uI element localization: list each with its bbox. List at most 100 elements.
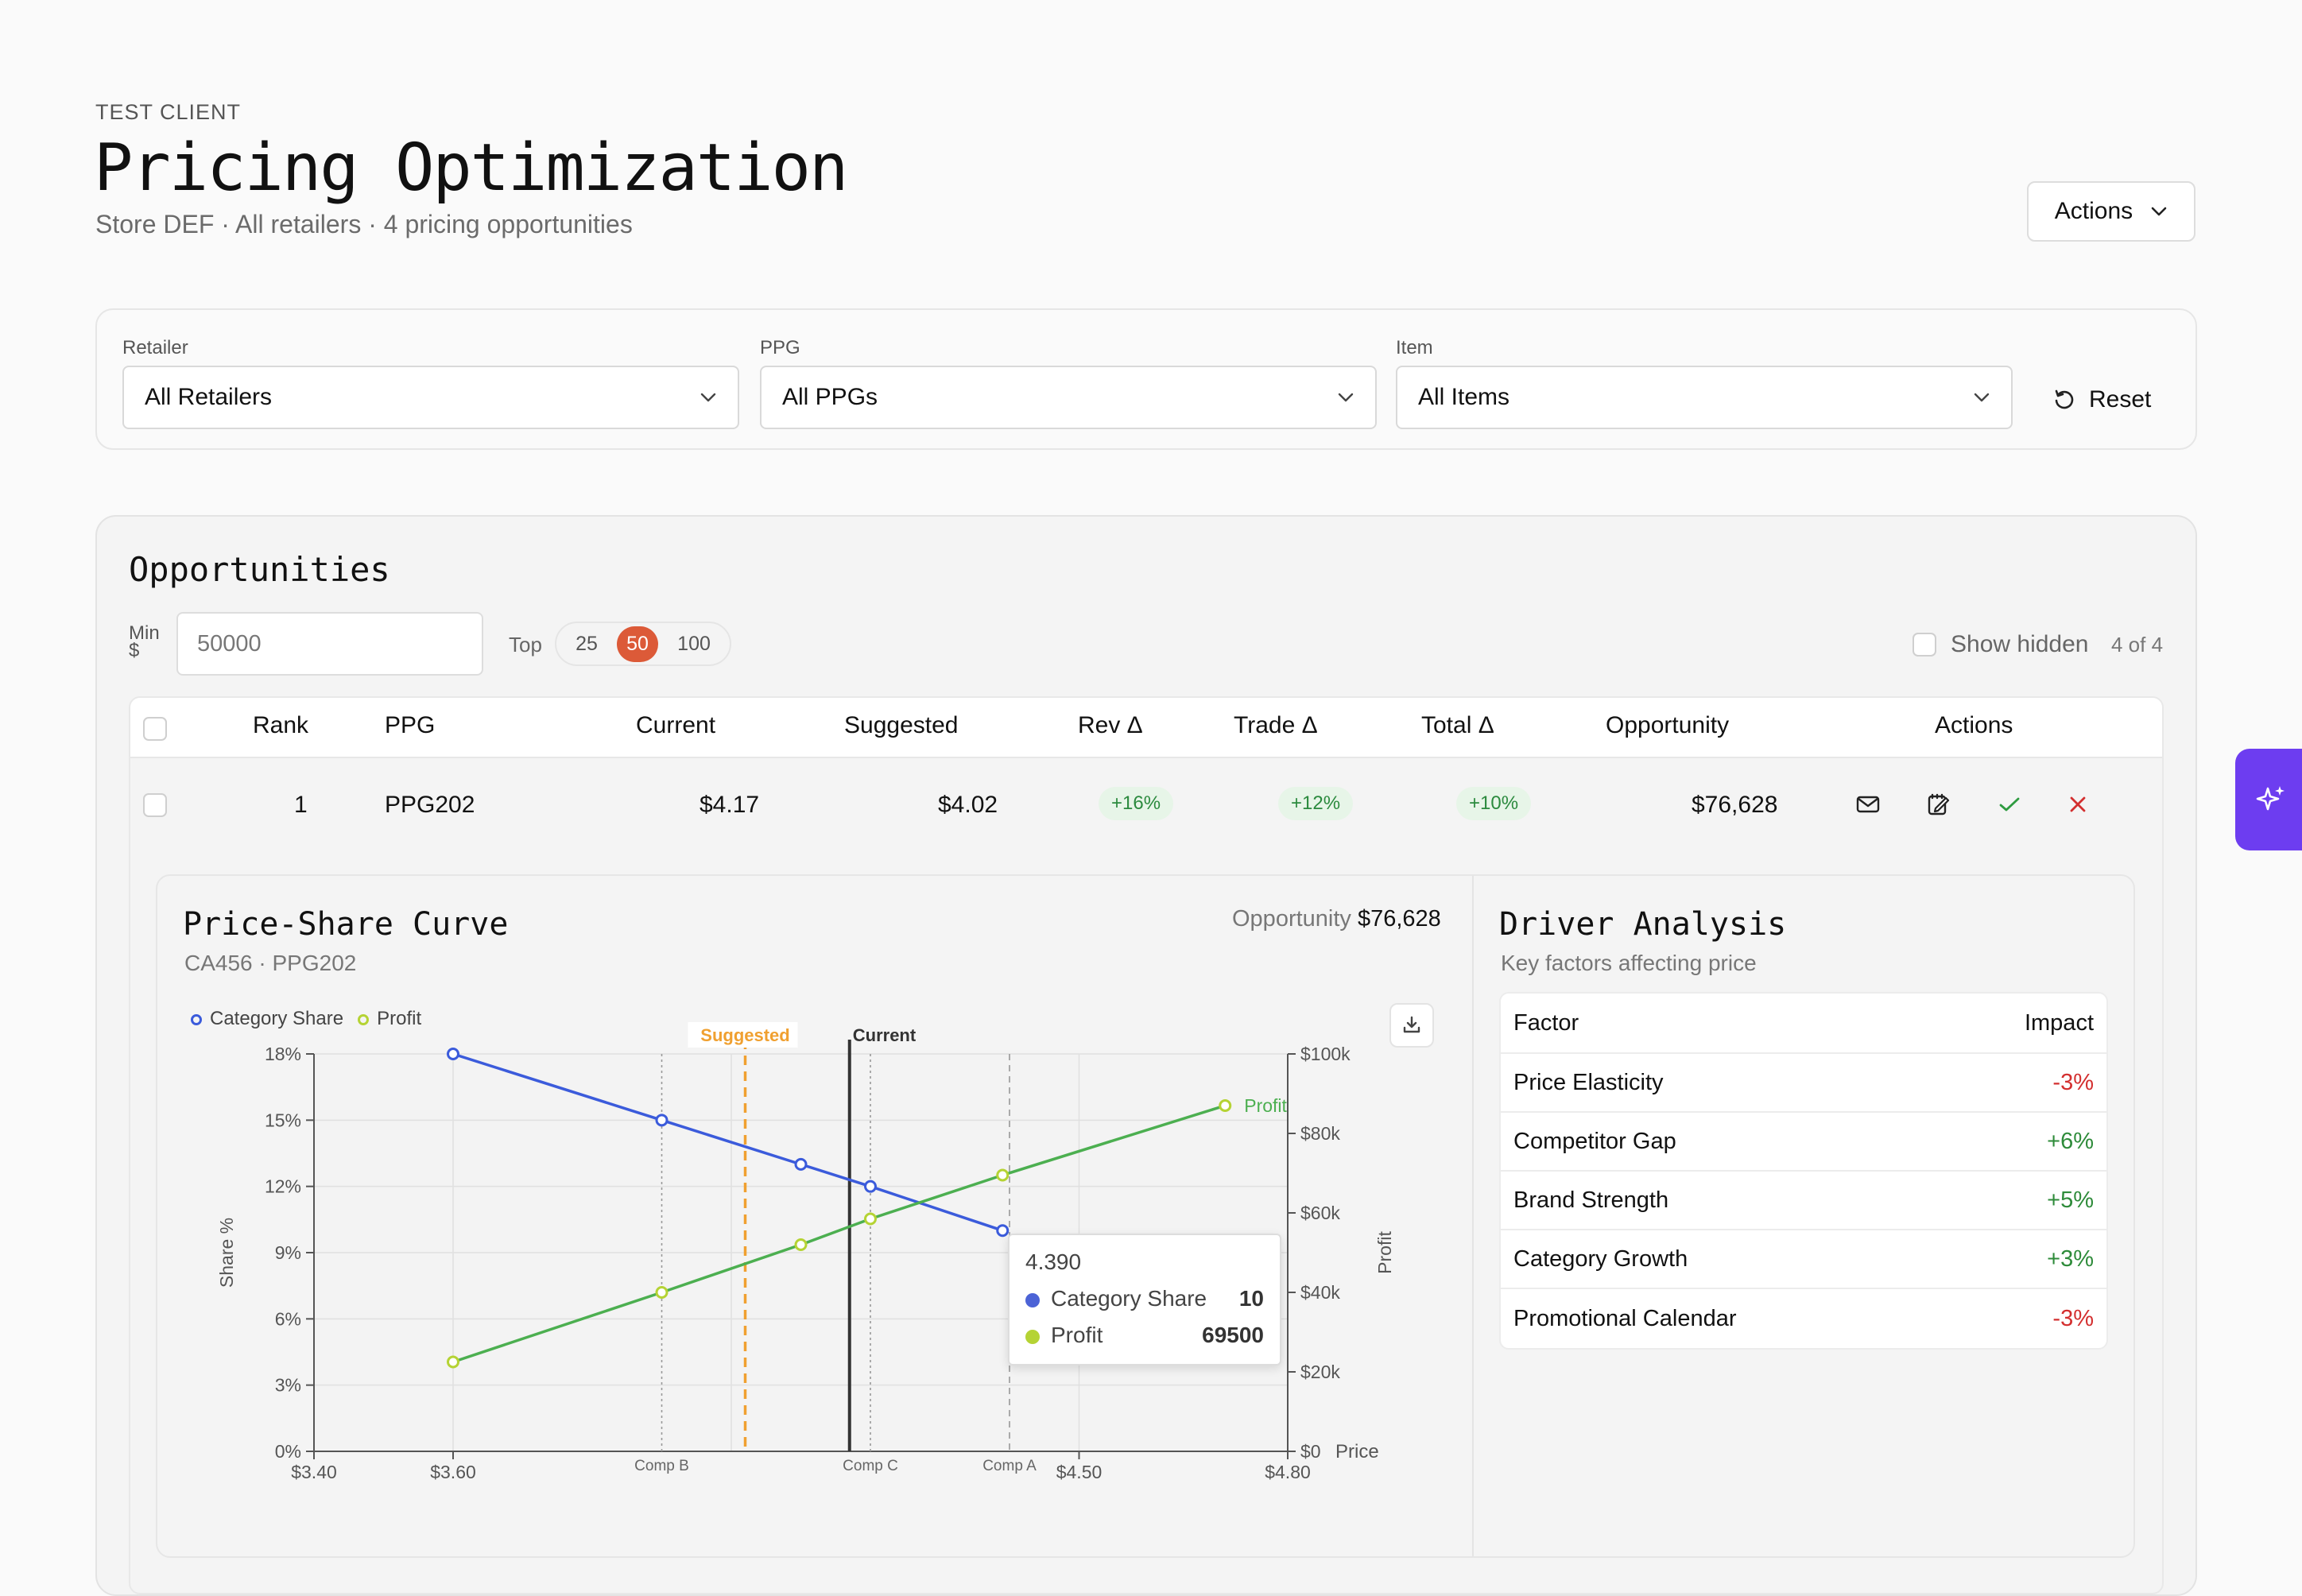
reset-button[interactable]: Reset [2052, 386, 2151, 413]
top-option-100[interactable]: 100 [677, 632, 711, 655]
y-tick-label: 12% [265, 1176, 301, 1197]
row-current: $4.17 [700, 792, 760, 818]
y2-tick-label: $40k [1300, 1282, 1340, 1303]
col-rank[interactable]: Rank [253, 712, 309, 738]
driver-col-impact: Impact [2024, 1009, 2094, 1036]
reset-button-label: Reset [2089, 386, 2152, 413]
profit-end-label: Profit [1244, 1095, 1287, 1116]
price-share-title: Price-Share Curve [183, 906, 509, 943]
col-actions: Actions [1935, 712, 2013, 738]
col-suggested[interactable]: Suggested [844, 712, 959, 738]
legend-item-profit[interactable]: Profit [358, 1008, 421, 1030]
share-point [655, 1114, 669, 1127]
chevron-down-icon [2151, 207, 2167, 216]
tooltip-x-value: 4.390 [1025, 1249, 1082, 1274]
tooltip-profit-label: Profit [1051, 1323, 1103, 1347]
y-tick-label: 0% [275, 1441, 301, 1462]
competitor-label: Comp A [982, 1458, 1037, 1474]
retailer-select-value: All Retailers [145, 384, 273, 410]
price-share-subtitle: CA456 · PPG202 [184, 951, 357, 975]
top-n-selector: 25 50 100 [555, 622, 731, 666]
y2-tick-label: $20k [1300, 1362, 1340, 1382]
profit-point [655, 1286, 669, 1299]
email-button[interactable] [1851, 787, 1885, 822]
driver-analysis-subtitle: Key factors affecting price [1501, 951, 1757, 975]
close-icon [2070, 796, 2086, 812]
page-title: Pricing Optimization [94, 130, 848, 206]
show-hidden-checkbox[interactable] [1913, 633, 1936, 657]
actions-button[interactable]: Actions [2027, 181, 2195, 242]
reject-button[interactable] [2060, 787, 2095, 822]
select-all-checkbox[interactable] [143, 717, 167, 741]
profit-point [1219, 1099, 1232, 1112]
ppg-select[interactable]: All PPGs [760, 366, 1377, 429]
col-rev-delta[interactable]: Rev Δ [1078, 712, 1143, 738]
reset-icon [2055, 389, 2074, 409]
x-tick-label: $3.60 [430, 1462, 476, 1482]
profit-point [864, 1212, 877, 1226]
row-rank: 1 [294, 792, 308, 818]
item-select-value: All Items [1418, 384, 1510, 410]
check-icon [1999, 797, 2020, 812]
tooltip-marker-profit [1025, 1330, 1040, 1344]
chevron-down-icon [1974, 393, 1990, 402]
top-option-50[interactable]: 50 [617, 626, 658, 662]
legend-item-share[interactable]: Category Share [191, 1008, 343, 1030]
col-current[interactable]: Current [636, 712, 716, 738]
driver-factor: Category Growth [1513, 1245, 1688, 1272]
driver-factor: Price Elasticity [1513, 1069, 1664, 1095]
col-total-delta[interactable]: Total Δ [1421, 712, 1494, 738]
table-header [130, 698, 2162, 758]
ai-assistant-button[interactable] [2235, 749, 2302, 850]
opportunities-title: Opportunities [129, 550, 390, 589]
edit-note-icon [1928, 793, 1950, 815]
driver-analysis-title: Driver Analysis [1499, 906, 1787, 943]
col-opportunity[interactable]: Opportunity [1606, 712, 1730, 738]
row-opportunity: $76,628 [1692, 792, 1778, 818]
item-label: Item [1396, 337, 1433, 358]
retailer-select[interactable]: All Retailers [122, 366, 739, 429]
suggested-label-bg [688, 1022, 798, 1048]
x-tick-label: $4.50 [1056, 1462, 1103, 1482]
ppg-label: PPG [760, 337, 800, 358]
driver-impact: +3% [2047, 1245, 2094, 1272]
driver-impact: +6% [2047, 1128, 2094, 1154]
y2-tick-label: $60k [1300, 1203, 1340, 1223]
tooltip-row-share: Category Share 10 [1025, 1286, 1264, 1311]
y2-axis-label: Profit [1374, 1231, 1395, 1274]
x-tick-label: $4.80 [1265, 1462, 1311, 1482]
min-dollar-label: Min $ [129, 622, 160, 661]
x-tick-label: $3.40 [291, 1462, 337, 1482]
competitor-label: Comp C [843, 1458, 898, 1474]
row-ppg[interactable]: PPG202 [385, 792, 475, 818]
download-chart-button[interactable] [1389, 1003, 1434, 1048]
result-count: 4 of 4 [2111, 633, 2164, 657]
row-rev-delta-badge: +16% [1099, 787, 1174, 820]
profit-point [996, 1168, 1010, 1182]
chart-tooltip: 4.390 Category Share 10 Profit 69500 [1008, 1234, 1281, 1366]
detail-opportunity-value: $76,628 [1357, 906, 1441, 932]
col-ppg[interactable]: PPG [385, 712, 436, 738]
min-amount-input[interactable]: 50000 [176, 612, 483, 676]
driver-row: Competitor Gap +6% [1501, 1113, 2106, 1172]
top-option-25[interactable]: 25 [576, 632, 598, 655]
approve-button[interactable] [1992, 787, 2027, 822]
driver-row: Price Elasticity -3% [1501, 1054, 2106, 1113]
chevron-down-icon [1338, 393, 1354, 402]
client-name: TEST CLIENT [95, 100, 242, 124]
show-hidden-toggle[interactable]: Show hidden [1913, 631, 2088, 658]
share-point [447, 1048, 459, 1060]
profit-series-line [452, 1104, 1226, 1364]
edit-button[interactable] [1920, 787, 1955, 822]
retailer-label: Retailer [122, 337, 188, 358]
y-tick-label: 18% [265, 1044, 301, 1064]
row-trade-delta-badge: +12% [1278, 787, 1354, 820]
profit-point [447, 1355, 459, 1369]
row-checkbox[interactable] [143, 793, 167, 817]
x-axis-label: Price [1335, 1441, 1379, 1462]
competitor-label: Comp B [634, 1458, 689, 1474]
legend-marker-share [191, 1014, 202, 1025]
col-trade-delta[interactable]: Trade Δ [1234, 712, 1318, 738]
share-point [864, 1180, 877, 1193]
item-select[interactable]: All Items [1396, 366, 2013, 429]
